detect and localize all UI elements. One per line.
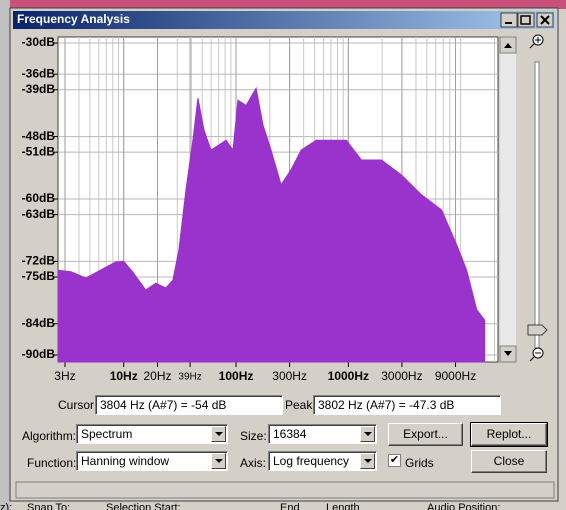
title-buttons[interactable] [500, 12, 554, 28]
algorithm-value: Spectrum [81, 427, 133, 441]
background-strip [0, 0, 566, 9]
size-label: Size: [240, 429, 267, 443]
size-value: 16384 [273, 427, 307, 441]
y-tick-label: -84dB [22, 316, 56, 330]
y-tick-label: -48dB [22, 129, 56, 143]
spectrum [57, 86, 486, 363]
function-select[interactable]: Hanning window [76, 451, 228, 471]
x-tick-label: 3Hz [54, 369, 75, 383]
y-tick-label: -39dB [22, 82, 56, 96]
plot: -30dB -36dB -39dB -48dB-51dB -60dB -63dB -72dB… [22, 35, 498, 383]
y-tick-label: -36dB [22, 66, 56, 80]
y-tick-label: -72dB [22, 254, 56, 268]
zoom-slider[interactable] [534, 61, 540, 349]
bg-left-text: z): [0, 502, 13, 510]
bg-audio-position: Audio Position: [427, 502, 501, 510]
x-tick-label: 10Hz [110, 369, 138, 383]
export-button[interactable]: Export... [388, 423, 463, 446]
y-tick-label: -30dB [22, 35, 56, 49]
grids-checkbox[interactable]: ✔ [388, 454, 401, 467]
window-title: Frequency Analysis [17, 12, 130, 26]
x-tick-label: 300Hz [272, 369, 307, 383]
background-left [0, 0, 10, 510]
x-tick-label: 39Hz [178, 372, 201, 383]
function-value: Hanning window [81, 454, 170, 468]
title-bar [13, 11, 555, 29]
peak-field: 3802 Hz (A#7) = -47.3 dB [313, 395, 501, 415]
scrollbar[interactable] [500, 37, 516, 362]
y-tick-label: -90dB [22, 347, 56, 361]
y-tick-label: -63dB [22, 207, 56, 221]
bg-end: End [280, 502, 300, 510]
y-tick-label: -51dB [22, 144, 56, 158]
peak-label: Peak: [285, 398, 316, 412]
axis-select[interactable]: Log frequency [268, 451, 377, 471]
x-tick-label: 100Hz [219, 369, 254, 383]
size-select[interactable]: 16384 [268, 424, 377, 444]
x-tick-label: 20Hz [144, 369, 172, 383]
grids-label: Grids [405, 456, 434, 470]
zoom-thumb[interactable] [527, 324, 548, 336]
bg-length: Length [326, 502, 360, 510]
status-bar [15, 481, 555, 499]
x-tick-label: 9000Hz [435, 369, 476, 383]
y-tick-label: -75dB [22, 269, 56, 283]
replot-button[interactable]: Replot... [470, 422, 548, 447]
x-tick-label: 3000Hz [381, 369, 422, 383]
axis-label: Axis: [240, 456, 267, 470]
cursor-field: 3804 Hz (A#7) = -54 dB [95, 395, 283, 415]
function-label: Function: [27, 456, 77, 470]
bg-selection-start: Selection Start: [106, 502, 181, 510]
axis-value: Log frequency [273, 454, 350, 468]
y-tick-label: -60dB [22, 191, 56, 205]
algorithm-select[interactable]: Spectrum [76, 424, 228, 444]
close-button[interactable]: Close [471, 450, 547, 473]
cursor-label: Cursor: [58, 398, 98, 412]
bg-snap: Snap To: [27, 502, 71, 510]
algorithm-label: Algorithm: [22, 429, 77, 443]
x-tick-label: 1000Hz [328, 369, 369, 383]
